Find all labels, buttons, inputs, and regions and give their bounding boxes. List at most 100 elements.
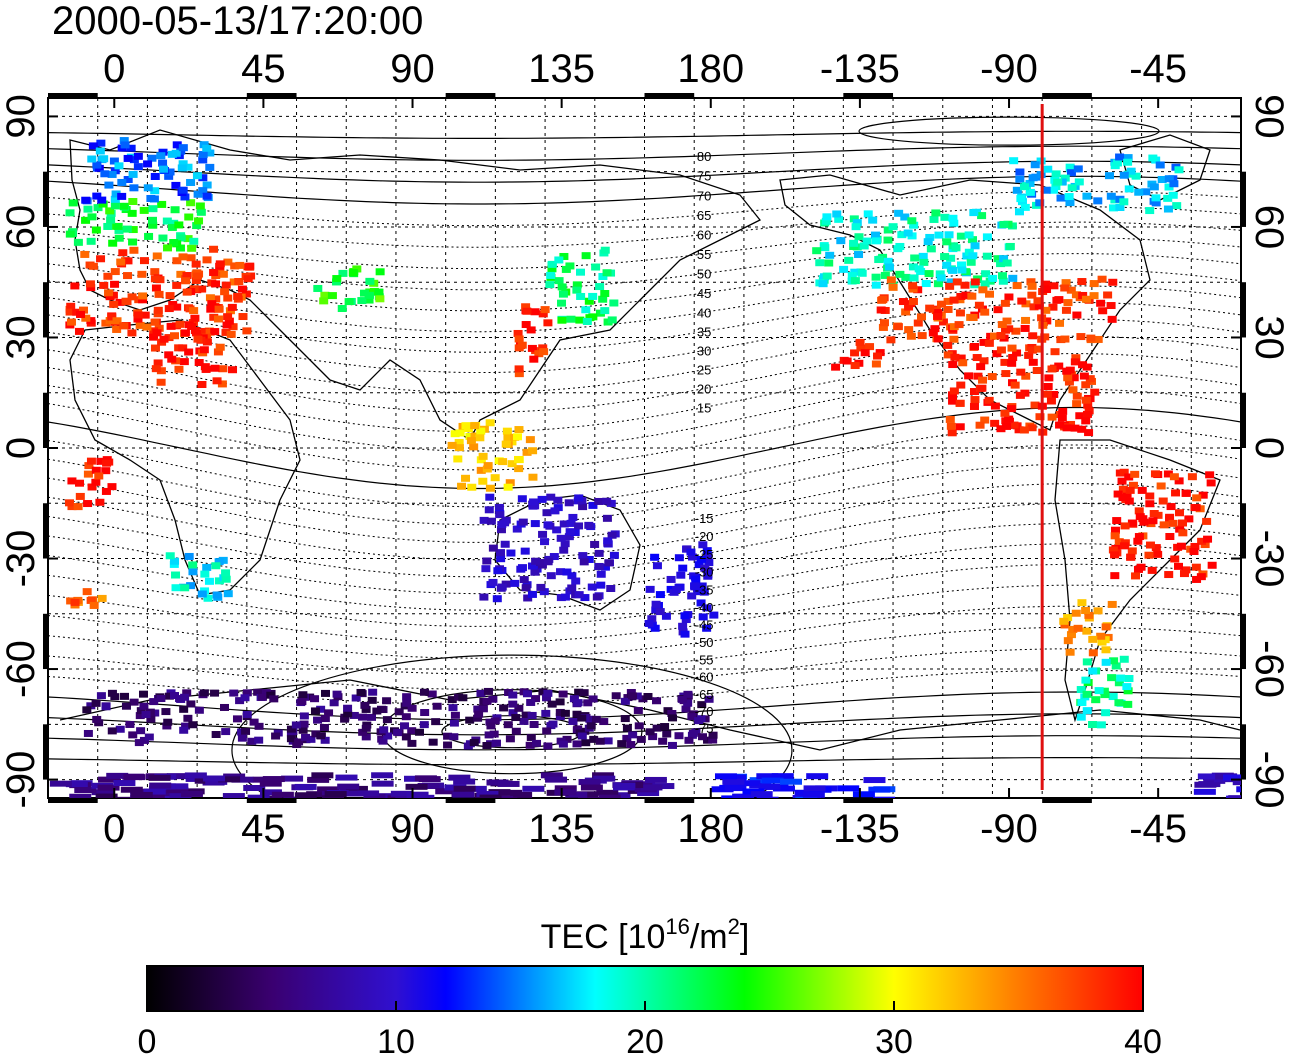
tec-cell: [660, 723, 670, 731]
tec-cell: [414, 775, 437, 782]
tec-cell: [1163, 205, 1173, 213]
tec-cell: [80, 250, 90, 258]
tec-cell: [164, 351, 174, 359]
tec-cell: [343, 710, 353, 718]
tec-cell: [324, 709, 334, 717]
tec-cell: [948, 214, 958, 222]
frame-bar-bottom: [48, 798, 98, 803]
tec-cell: [545, 776, 568, 783]
tec-cell: [957, 261, 967, 269]
tec-cell: [453, 455, 463, 463]
tec-cell: [158, 234, 168, 242]
tec-cell: [540, 538, 550, 546]
tec-cell: [104, 181, 114, 189]
tec-cell: [168, 300, 178, 308]
tec-cell: [946, 254, 956, 262]
tec-cell: [628, 731, 638, 739]
tec-cell: [771, 773, 794, 780]
tec-cell: [394, 708, 404, 716]
tec-cell: [501, 440, 511, 448]
tec-cell: [1052, 296, 1062, 304]
tec-cell: [319, 297, 329, 305]
tec-cell: [1101, 658, 1111, 666]
tec-cell: [443, 741, 453, 749]
tec-cell: [180, 790, 203, 797]
tec-cell: [698, 613, 708, 621]
tec-cell: [443, 732, 453, 740]
tec-cell: [1124, 473, 1134, 481]
tec-cell: [1089, 292, 1099, 300]
tec-cell: [99, 155, 109, 163]
tec-cell: [1122, 683, 1132, 691]
tec-cell: [150, 344, 160, 352]
tec-cell: [1191, 504, 1201, 512]
tec-cell: [966, 258, 976, 266]
tec-cell: [543, 558, 553, 566]
tec-cell: [167, 355, 177, 363]
tec-cell: [123, 272, 133, 280]
tec-cell: [485, 419, 495, 427]
colorbar-label-main: TEC [10: [541, 918, 666, 956]
tec-cell: [1108, 693, 1118, 701]
tec-cell: [1015, 175, 1025, 183]
tec-cell: [123, 774, 146, 781]
tec-cell: [357, 790, 380, 797]
tec-cell: [860, 349, 870, 357]
tec-cell: [1130, 470, 1140, 478]
tec-cell: [1015, 391, 1025, 399]
tec-cell: [126, 144, 136, 152]
tec-cell: [483, 687, 493, 695]
tec-cell: [900, 213, 910, 221]
tec-cell: [114, 226, 124, 234]
tec-cell: [513, 329, 523, 337]
tec-cell: [855, 338, 865, 346]
tec-cell: [463, 425, 473, 433]
tec-cell: [294, 783, 317, 790]
frame-bar-bottom: [644, 798, 695, 803]
tec-cell: [1057, 178, 1067, 186]
tec-cell: [578, 779, 601, 786]
tec-cell: [1060, 335, 1070, 343]
tec-cell: [96, 139, 106, 147]
tec-cell: [98, 200, 108, 208]
tec-cell: [367, 713, 377, 721]
tec-cell: [87, 213, 97, 221]
tec-cell: [359, 289, 369, 297]
tec-cell: [82, 706, 92, 714]
tec-cell: [91, 478, 101, 486]
lon-label-top: 45: [241, 47, 286, 91]
tec-cell: [238, 313, 248, 321]
tec-cell: [546, 493, 556, 501]
tec-cell: [79, 306, 89, 314]
tec-cell: [603, 737, 613, 745]
tec-cell: [1068, 625, 1078, 633]
tec-cell: [633, 706, 643, 714]
tec-cell: [320, 736, 330, 744]
tec-cell: [172, 281, 182, 289]
tec-cell: [1082, 192, 1092, 200]
tec-cell: [1009, 157, 1019, 165]
tec-cell: [1198, 491, 1208, 499]
tec-cell: [110, 280, 120, 288]
tec-cell: [1072, 311, 1082, 319]
tec-cell: [414, 728, 424, 736]
tec-cell: [193, 335, 203, 343]
tec-cell: [428, 738, 438, 746]
tec-cell: [925, 304, 935, 312]
tec-cell: [1169, 473, 1179, 481]
tec-cell: [136, 727, 146, 735]
tec-cell: [202, 181, 212, 189]
lat-label-left: 0: [0, 437, 43, 459]
tec-cell: [1114, 679, 1124, 687]
tec-cell: [195, 202, 205, 210]
tec-cell: [926, 245, 936, 253]
tec-cell: [652, 697, 662, 705]
tec-cell: [335, 774, 358, 781]
frame-bar-left: [43, 282, 48, 338]
tec-cell: [103, 222, 113, 230]
tec-cell: [407, 727, 417, 735]
tec-cell: [943, 351, 953, 359]
tec-cell: [968, 236, 978, 244]
tec-cell: [491, 795, 514, 798]
